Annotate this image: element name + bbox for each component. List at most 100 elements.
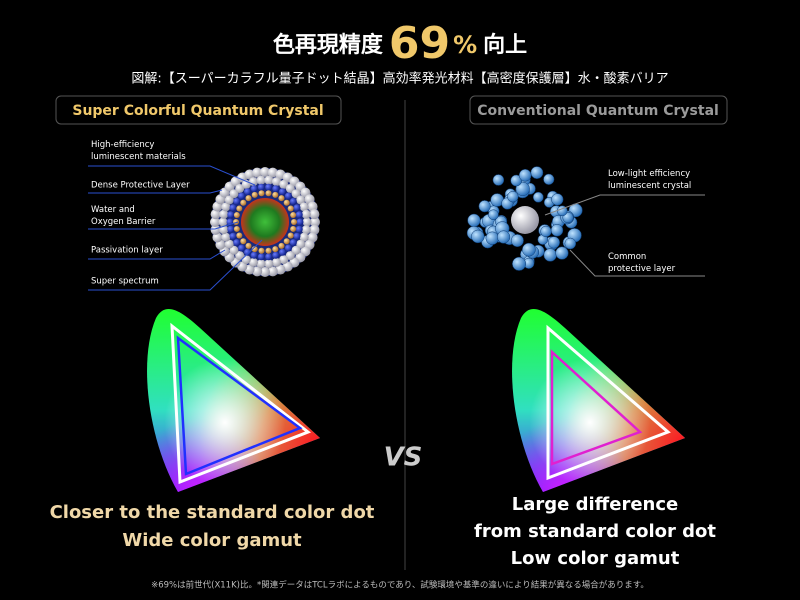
particle [289,239,297,247]
annotation-line: Common [608,252,646,262]
particle [260,267,270,277]
particle [530,166,544,179]
annotation-line: Water and [91,205,135,215]
right-label: Conventional Quantum Crystal [477,103,719,119]
gamut-area [512,309,685,492]
left-gamut [147,309,320,492]
particle [210,224,221,235]
particle [245,195,252,202]
particle [507,191,519,203]
particle [219,209,229,219]
particle [540,225,552,238]
particle [267,167,278,178]
annotation: Common protective layer [608,252,676,274]
particle [227,211,235,219]
left-caption: Wide color gamut [122,530,302,551]
core [511,206,539,234]
annotation-line: luminescent crystal [608,181,691,191]
particle [551,193,564,206]
particle [251,191,258,198]
title-suffix: 向上 [483,32,527,58]
particle [238,192,246,200]
particle [244,188,251,196]
particle [271,177,281,187]
particle [543,248,557,262]
particle [279,248,286,256]
particle [238,244,246,252]
particle [256,175,266,185]
particle [252,266,263,277]
particle [250,251,258,259]
standard-triangle [546,324,671,481]
annotation: Low-light efficiency luminescent crystal [608,169,691,191]
particle [236,205,243,212]
leader-line [88,239,263,291]
left-crystal [210,167,320,277]
particle [301,225,311,235]
particle [272,246,279,253]
particle [289,197,297,205]
particle [221,232,231,242]
vs-mark: VS [384,443,423,473]
title-number: 69 [389,18,450,69]
particle [210,209,221,220]
device-triangle [176,335,303,476]
annotation: High-efficiency luminescent materials [91,140,186,162]
particle [264,259,274,269]
gamut-area [147,309,320,492]
particle [284,192,292,200]
right-caption: Low color gamut [511,548,680,569]
particle [285,183,295,193]
particle [265,190,272,197]
left-annotations: High-efficiency luminescent materials Den… [88,140,263,291]
footnote: ※69%は前世代(X11K)比。*関連データはTCLラボによるものであり、試験環… [151,580,649,591]
particle [279,179,289,189]
leader-line [88,165,256,186]
particle [310,217,320,227]
particle [224,195,234,205]
particle [265,183,273,191]
particle [532,191,544,203]
particle [488,209,499,221]
particle [518,169,532,182]
particle [272,251,280,259]
particle [283,238,290,245]
leader-line [88,221,239,230]
particle [296,218,304,226]
right-caption: from standard color dot [474,521,716,542]
leader-line [544,194,705,216]
annotation-line: protective layer [608,264,676,274]
particle [291,189,301,199]
particle [272,191,279,198]
particle [272,185,280,193]
particle [229,245,239,255]
particle [265,253,273,261]
subtitle: 図解:【スーパーカラフル量子ドット結晶】高効率発光材料【高密度保護層】水・酸素バ… [131,71,668,87]
particle [229,204,237,212]
particle [485,231,499,245]
particle [249,257,259,267]
particle [309,209,320,220]
particle [290,212,297,219]
particle [512,256,527,271]
particle [291,245,301,255]
particle [258,190,265,197]
particle [284,244,292,252]
annotation-line: Oxygen Barrier [91,217,156,227]
particle [492,174,505,186]
particle [224,239,234,249]
right-crystal [466,166,583,271]
particle [244,248,251,256]
particle [235,183,245,193]
particle [302,217,312,227]
annotation-line: High-efficiency [91,140,154,150]
particle [233,225,240,232]
particle [283,199,290,206]
particle [497,230,511,244]
particle [233,219,239,225]
particle [257,253,265,261]
left-caption: Closer to the standard color dot [50,502,375,523]
leader-line [88,249,226,260]
annotation: Passivation layer [91,246,163,256]
